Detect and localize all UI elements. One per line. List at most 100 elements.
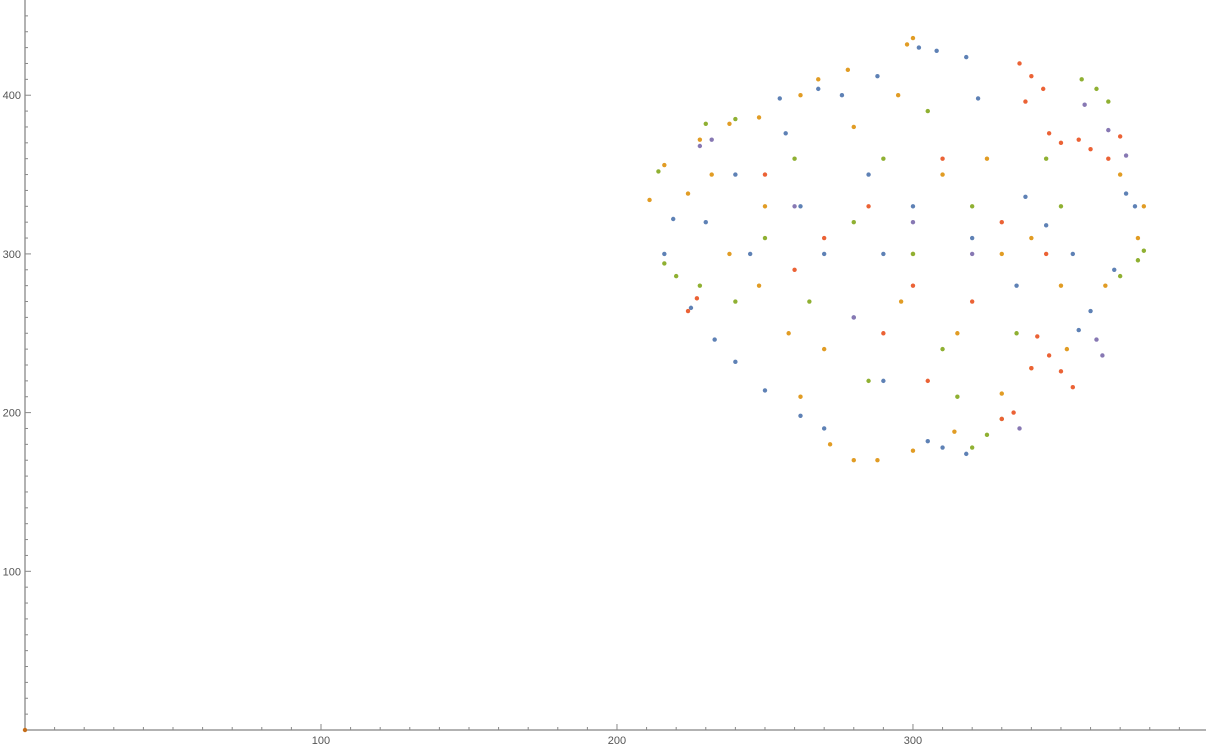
data-point: [1079, 77, 1084, 82]
data-point: [1064, 346, 1070, 352]
data-point: [762, 235, 768, 241]
data-point: [762, 172, 768, 177]
y-tick-label: 400: [3, 90, 21, 102]
data-point: [881, 156, 886, 161]
data-point: [866, 378, 871, 384]
data-point: [910, 35, 916, 41]
data-point: [881, 378, 886, 384]
data-point: [866, 172, 871, 177]
data-point: [1094, 337, 1099, 342]
data-point: [792, 267, 797, 272]
data-point: [969, 204, 975, 209]
data-point: [1094, 86, 1099, 92]
data-point: [851, 219, 856, 225]
data-point: [671, 216, 676, 222]
x-ticks: [54, 724, 1180, 730]
data-point: [703, 219, 708, 225]
data-point: [733, 299, 738, 304]
data-point: [798, 394, 803, 399]
data-point: [697, 283, 703, 288]
data-point: [964, 451, 969, 457]
data-point: [1046, 353, 1052, 358]
data-point: [1100, 353, 1105, 358]
data-point: [969, 299, 975, 304]
data-point: [816, 86, 821, 92]
data-point: [798, 93, 803, 98]
data-point: [1088, 308, 1093, 314]
data-point: [1023, 194, 1028, 199]
data-point: [1141, 248, 1147, 253]
data-point: [925, 438, 930, 444]
data-point: [925, 378, 930, 384]
data-point: [821, 235, 827, 241]
data-point: [910, 283, 916, 288]
data-point: [1132, 204, 1138, 209]
y-ticks: [25, 15, 31, 715]
data-point: [1046, 131, 1052, 136]
data-points: [22, 35, 1147, 733]
data-point: [910, 204, 916, 209]
data-point: [733, 172, 738, 177]
y-tick-label: 300: [3, 249, 21, 261]
data-point: [1058, 369, 1064, 374]
data-point: [881, 251, 886, 257]
data-point: [685, 308, 691, 314]
data-point: [910, 251, 916, 257]
data-point: [756, 283, 762, 288]
data-point: [881, 331, 886, 336]
data-point: [783, 131, 788, 136]
data-point: [1106, 156, 1111, 161]
data-point: [662, 162, 667, 168]
data-point: [1070, 385, 1076, 390]
data-point: [1088, 146, 1093, 152]
data-point: [1123, 153, 1129, 158]
data-point: [1082, 102, 1087, 107]
data-point: [786, 331, 791, 336]
y-tick-label: 100: [3, 566, 21, 578]
data-point: [969, 445, 975, 450]
data-point: [1014, 283, 1019, 288]
y-tick-label: 200: [3, 408, 21, 420]
data-point: [712, 337, 717, 342]
data-point: [821, 251, 827, 257]
data-point: [1029, 365, 1034, 371]
data-point: [1141, 204, 1147, 209]
data-point: [709, 137, 714, 142]
data-point: [934, 48, 939, 53]
data-point: [904, 42, 910, 47]
data-point: [1112, 267, 1117, 272]
data-point: [875, 73, 880, 79]
data-point: [1117, 134, 1123, 139]
data-point: [798, 204, 803, 209]
data-point: [940, 445, 945, 450]
data-point: [762, 204, 768, 209]
data-point: [1043, 251, 1049, 257]
data-point: [662, 261, 667, 266]
data-point: [999, 391, 1004, 396]
data-point: [1123, 191, 1129, 196]
data-point: [1135, 258, 1141, 263]
data-point: [910, 448, 916, 453]
data-point: [1023, 99, 1028, 104]
x-tick-label: 100: [312, 735, 330, 747]
data-point: [1070, 251, 1076, 257]
data-point: [839, 93, 845, 98]
data-point: [940, 172, 945, 177]
x-tick-labels: 100 200 300: [312, 735, 922, 747]
data-point: [685, 191, 691, 196]
data-point: [851, 315, 856, 320]
data-point: [952, 429, 957, 434]
data-point: [709, 172, 714, 177]
data-point: [747, 251, 753, 257]
data-point: [22, 727, 28, 733]
data-point: [1058, 283, 1064, 288]
data-point: [673, 273, 679, 279]
data-point: [1076, 327, 1081, 333]
data-point: [1029, 235, 1034, 241]
data-point: [875, 458, 880, 463]
data-point: [733, 359, 738, 365]
data-point: [697, 137, 703, 142]
data-point: [910, 219, 916, 225]
data-point: [999, 219, 1004, 225]
